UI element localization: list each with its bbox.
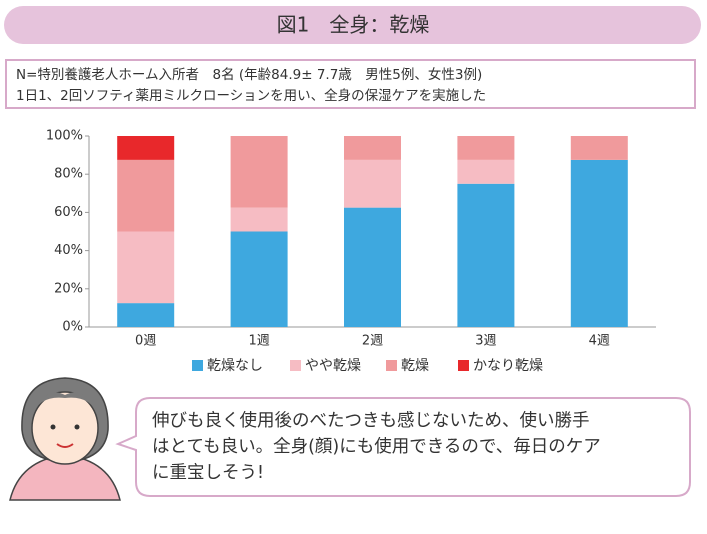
bar-segment: [457, 159, 515, 184]
y-tick-label: 0%: [62, 320, 83, 335]
legend-swatch: [458, 360, 469, 371]
bar-segment: [230, 136, 288, 208]
y-tick-label: 40%: [54, 243, 83, 258]
speech-bubble: [115, 397, 691, 497]
bar-segment: [344, 207, 401, 327]
bar-segment: [457, 136, 515, 160]
y-tick-label: 80%: [54, 167, 83, 182]
bar-segment: [344, 159, 401, 208]
legend-swatch: [290, 360, 301, 371]
x-tick-label: 0週: [135, 334, 156, 349]
comment-line: に重宝しそう!: [152, 463, 264, 483]
bar-segment: [570, 159, 628, 327]
bar-segment: [457, 183, 515, 327]
title-bar: [4, 6, 701, 44]
bar-segment: [117, 159, 175, 232]
bar-segment: [117, 303, 175, 327]
comment-line: 伸びも良く使用後のべたつきも感じないため、使い勝手: [152, 410, 590, 431]
legend-label: やや乾燥: [305, 358, 361, 374]
bar-segment: [230, 207, 288, 232]
bar-segment: [117, 136, 175, 160]
info-line: N=特別養護老人ホーム入所者 8名 (年齢84.9± 7.7歳 男性5例、女性3…: [16, 66, 482, 83]
legend-label: 乾燥: [401, 358, 429, 374]
y-tick-label: 60%: [54, 205, 83, 220]
legend-swatch: [192, 360, 203, 371]
info-line: 1日1、2回ソフティ薬用ミルクローションを用い、全身の保湿ケアを実施した: [16, 87, 486, 104]
y-tick-label: 100%: [46, 129, 83, 144]
legend-label: 乾燥なし: [207, 358, 263, 374]
x-tick-label: 1週: [248, 334, 269, 349]
title: 図1 全身：乾燥: [277, 13, 430, 37]
info-box: [5, 59, 696, 109]
bar-segment: [117, 231, 175, 304]
bar-segment: [344, 136, 401, 160]
bar-segment: [570, 136, 628, 160]
bar-segment: [230, 231, 288, 327]
y-tick-label: 20%: [54, 281, 83, 296]
x-tick-label: 3週: [475, 334, 496, 349]
legend-swatch: [386, 360, 397, 371]
x-tick-label: 4週: [589, 334, 610, 349]
person-icon: [9, 377, 121, 501]
comment-line: はとても良い。全身(顔)にも使用できるので、毎日のケア: [152, 436, 601, 457]
x-tick-label: 2週: [362, 334, 383, 349]
legend-label: かなり乾燥: [473, 358, 543, 374]
